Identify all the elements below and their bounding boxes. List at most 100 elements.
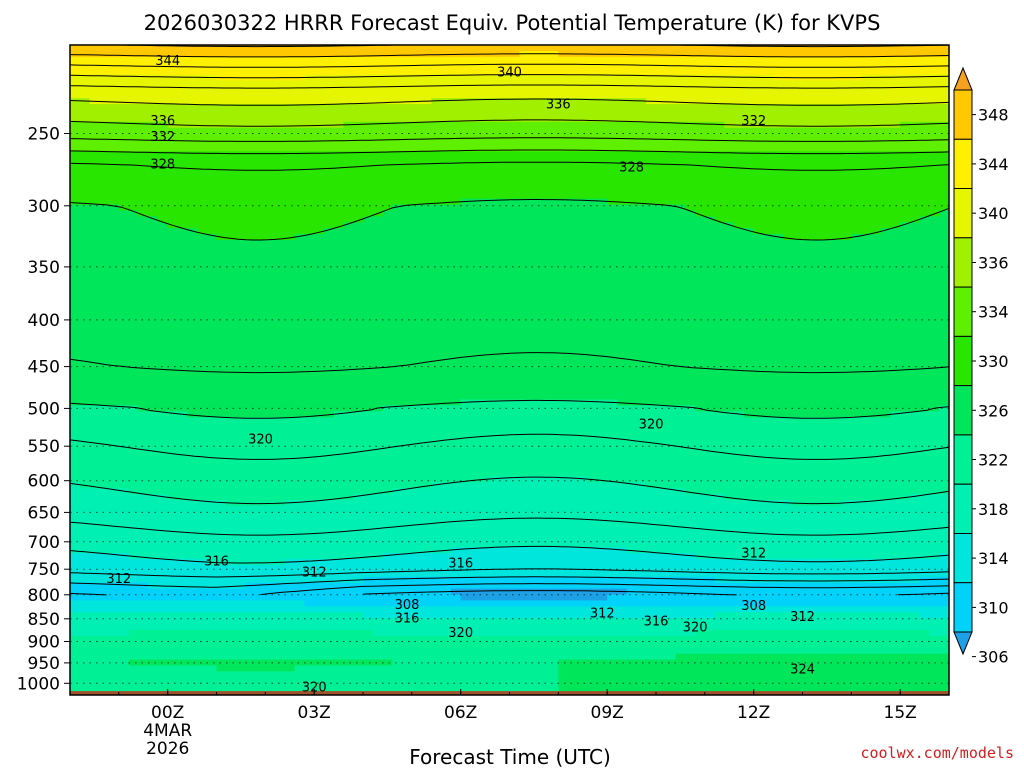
field-cell (460, 56, 472, 64)
field-cell (157, 175, 169, 182)
field-cell (548, 192, 559, 200)
field-cell (675, 305, 686, 312)
field-cell (665, 251, 677, 259)
field-cell (70, 358, 81, 365)
field-cell (704, 352, 716, 359)
field-cell (519, 175, 530, 182)
field-cell (480, 45, 491, 52)
field-cell (226, 240, 237, 247)
field-cell (323, 316, 335, 324)
field-cell (734, 275, 745, 282)
field-cell (919, 169, 931, 176)
field-cell (675, 316, 686, 324)
field-cell (636, 316, 647, 324)
field-cell (177, 50, 188, 58)
field-cell (323, 352, 335, 359)
field-cell (714, 245, 725, 253)
field-cell (470, 310, 481, 318)
field-cell (255, 68, 266, 76)
field-cell (265, 269, 276, 277)
field-cell (99, 210, 110, 217)
field-cell (167, 192, 179, 200)
field-cell (900, 358, 911, 365)
field-cell (323, 115, 335, 123)
field-cell (79, 151, 91, 158)
field-cell (431, 328, 442, 336)
field-cell (99, 50, 110, 58)
field-cell (489, 263, 501, 271)
field-cell (665, 163, 677, 170)
field-cell (870, 228, 882, 235)
field-cell (753, 133, 765, 141)
field-cell (909, 364, 921, 371)
field-cell (851, 364, 862, 371)
field-cell (743, 186, 755, 194)
field-cell (577, 222, 589, 229)
field-cell (831, 210, 843, 217)
field-cell (802, 251, 813, 259)
field-cell (939, 68, 949, 76)
field-cell (196, 370, 208, 377)
field-cell (245, 198, 257, 206)
field-cell (157, 145, 169, 152)
field-cell (675, 192, 686, 200)
field-cell (909, 269, 921, 277)
field-cell (480, 169, 491, 176)
field-cell (343, 364, 354, 371)
field-cell (382, 305, 393, 312)
field-cell (870, 186, 882, 194)
field-cell (392, 316, 403, 324)
field-cell (314, 364, 325, 371)
field-cell (939, 275, 949, 282)
field-cell (929, 56, 940, 64)
field-cell (792, 293, 804, 300)
field-cell (421, 133, 432, 141)
field-cell (665, 186, 677, 194)
field-cell (109, 186, 120, 194)
field-cell (890, 204, 901, 212)
field-cell (392, 86, 403, 93)
field-cell (685, 328, 696, 336)
field-cell (626, 157, 638, 164)
field-cell (519, 322, 530, 330)
field-cell (79, 257, 91, 265)
field-cell (314, 50, 325, 58)
field-cell (480, 352, 491, 359)
field-cell (519, 222, 530, 229)
field-cell (734, 68, 745, 76)
field-cell (323, 198, 335, 206)
field-cell (831, 234, 843, 241)
field-cell (353, 358, 364, 365)
field-cell (333, 340, 345, 347)
field-cell (216, 240, 227, 247)
field-cell (851, 228, 862, 235)
field-cell (450, 98, 462, 105)
field-cell (411, 299, 423, 306)
field-cell (734, 92, 745, 99)
field-cell (118, 316, 130, 324)
field-cell (509, 133, 520, 141)
field-cell (314, 275, 325, 282)
field-cell (343, 275, 354, 282)
field-cell (489, 133, 501, 141)
field-cell (167, 163, 179, 170)
field-cell (304, 110, 315, 117)
field-cell (714, 358, 725, 365)
field-cell (99, 287, 110, 294)
field-cell (568, 80, 579, 87)
field-cell (646, 139, 657, 147)
field-cell (812, 139, 823, 147)
field-cell (216, 310, 227, 318)
field-cell (831, 133, 843, 141)
field-cell (714, 293, 725, 300)
field-cell (529, 198, 540, 206)
field-cell (314, 127, 325, 135)
field-cell (558, 334, 569, 342)
field-cell (577, 56, 589, 64)
field-cell (529, 222, 540, 229)
field-cell (70, 257, 81, 265)
field-cell (187, 245, 198, 253)
field-cell (372, 340, 384, 347)
field-cell (343, 269, 354, 277)
field-cell (304, 169, 315, 176)
